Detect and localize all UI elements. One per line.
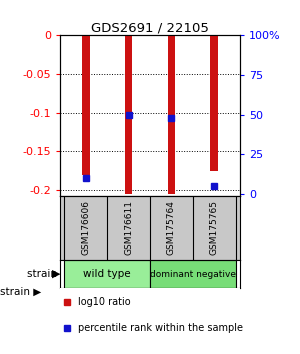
Text: percentile rank within the sample: percentile rank within the sample bbox=[78, 323, 243, 333]
Text: GSM175764: GSM175764 bbox=[167, 200, 176, 255]
Bar bbox=[82, 35, 90, 175]
Title: GDS2691 / 22105: GDS2691 / 22105 bbox=[91, 21, 209, 34]
Text: dominant negative: dominant negative bbox=[150, 270, 236, 279]
Bar bbox=[210, 35, 218, 171]
Bar bbox=[64, 260, 150, 288]
Text: strain: strain bbox=[27, 269, 60, 279]
Bar bbox=[125, 35, 132, 194]
Text: GSM176606: GSM176606 bbox=[81, 200, 90, 255]
Text: GSM176611: GSM176611 bbox=[124, 200, 133, 255]
Text: ▶: ▶ bbox=[52, 269, 60, 279]
Bar bbox=[150, 260, 236, 288]
Text: strain ▶: strain ▶ bbox=[0, 287, 41, 297]
Text: wild type: wild type bbox=[83, 269, 131, 279]
Text: log10 ratio: log10 ratio bbox=[78, 297, 130, 307]
Bar bbox=[168, 35, 175, 194]
Text: GSM175765: GSM175765 bbox=[210, 200, 219, 255]
